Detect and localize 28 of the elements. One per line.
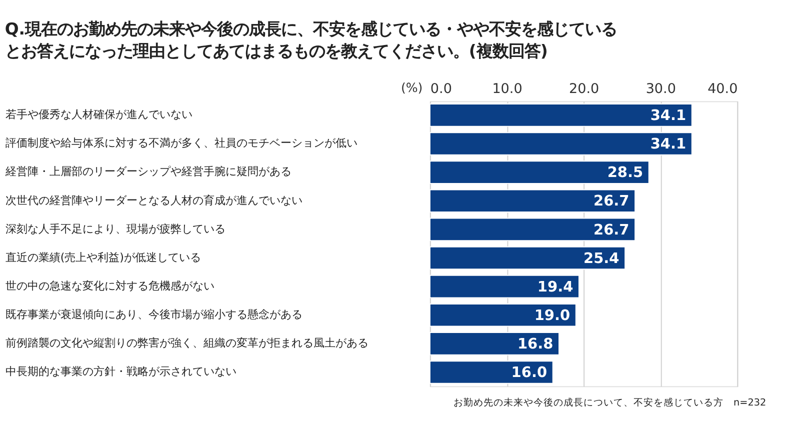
data-label: 16.8	[517, 336, 554, 352]
x-tick-label: 0.0	[430, 80, 452, 97]
y-tick-label: 中長期的な事業の方針・戦略が示されていない	[5, 365, 236, 378]
data-label: 25.4	[584, 250, 620, 267]
x-tick-label: 20.0	[569, 80, 600, 97]
x-tick-label: 30.0	[646, 80, 676, 97]
data-label: 34.1	[650, 136, 686, 153]
text: お勤め先の未来や今後の成長について、不安を感じている方 n=232	[454, 396, 766, 409]
y-tick-label: 前例踏襲の文化や縦割りの弊害が強く、組織の変革が拒まれる風土がある	[5, 336, 368, 350]
x-axis-title: (%)	[400, 80, 423, 96]
data-label: 34.1	[650, 108, 686, 124]
y-tick-label: 若手や優秀な人材確保が進んでいない	[5, 108, 192, 122]
y-tick-label: 世の中の急速な変化に対する危機感がない	[5, 279, 214, 292]
data-label: 28.5	[607, 165, 644, 182]
x-tick-label: 40.0	[708, 80, 738, 97]
y-tick-label: 評価制度や給与体系に対する不満が多く、社員のモチベーションが低い	[5, 136, 358, 150]
data-label: 19.4	[537, 279, 574, 296]
y-tick-label: 既存事業が衰退傾向にあり、今後市場が縮小する懸念がある	[5, 308, 302, 322]
x-tick-label: 10.0	[492, 80, 522, 97]
y-tick-label: 経営陣・上層部のリーダーシップや経営手腕に疑問がある	[4, 165, 292, 178]
y-tick-label: 次世代の経営陣やリーダーとなる人材の育成が進んでいない	[5, 194, 302, 207]
data-label: 26.7	[593, 222, 630, 238]
y-tick-label: 直近の業績(売上や利益)が低迷している	[5, 250, 201, 264]
y-tick-label: 深刻な人手不足により、現場が疲弊している	[5, 222, 226, 236]
data-label: 19.0	[534, 308, 570, 324]
chart-title: Q.現在のお勤め先の未来や今後の成長に、不安を感じている・やや不安を感じているとお答えになった理由としてあてはまるものを教えてください。(複数回答)	[4, 20, 618, 61]
data-label: 26.7	[593, 194, 630, 210]
data-label: 16.0	[511, 365, 548, 382]
